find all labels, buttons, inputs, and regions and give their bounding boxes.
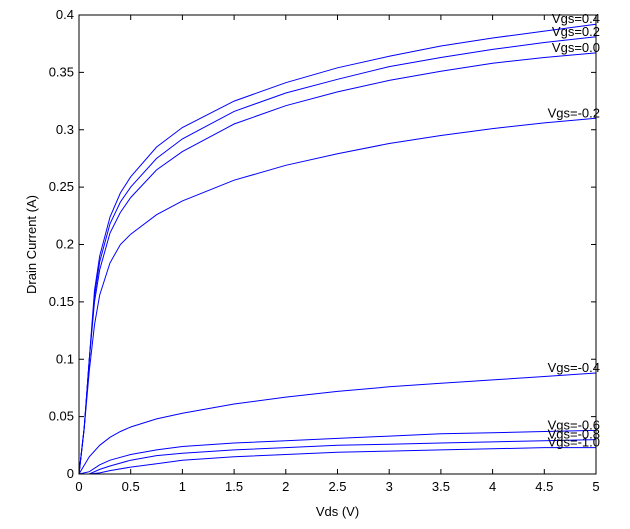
y-tick-label: 0 — [67, 466, 74, 481]
curve-line — [78, 52, 597, 475]
y-axis-label: Drain Current (A) — [24, 195, 39, 294]
curve-line — [78, 429, 597, 475]
y-tick-label: 0.4 — [56, 7, 74, 22]
y-tick-label: 0.05 — [49, 409, 74, 424]
y-tick-label: 0.2 — [56, 237, 74, 252]
x-axis-label: Vds (V) — [316, 504, 359, 519]
curve-group — [78, 23, 597, 475]
y-tick-label: 0.3 — [56, 122, 74, 137]
x-tick-label: 1 — [179, 479, 186, 494]
x-tick-label: 0.5 — [122, 479, 140, 494]
curve-line — [78, 36, 597, 475]
curve-label: Vgs=-0.2 — [548, 105, 600, 120]
x-tick-label: 4.5 — [535, 479, 553, 494]
x-tick-label: 5 — [592, 479, 599, 494]
y-tick-label: 0.25 — [49, 179, 74, 194]
plot-frame — [78, 14, 597, 475]
x-tick-label: 1.5 — [225, 479, 243, 494]
curve-label: Vgs=0.0 — [552, 40, 600, 55]
x-tick-label: 3.5 — [432, 479, 450, 494]
curve-label: Vgs=0.4 — [552, 11, 600, 26]
y-tick-label: 0.35 — [49, 64, 74, 79]
curve-line — [79, 439, 597, 475]
x-tick-label: 3 — [386, 479, 393, 494]
curve-label: Vgs=-0.8 — [548, 427, 600, 442]
curve-line — [78, 117, 597, 475]
curve-label: Vgs=-0.6 — [548, 417, 600, 432]
curve-line — [79, 447, 596, 475]
x-tick-label: 2.5 — [328, 479, 346, 494]
y-tick-label: 0.1 — [56, 351, 74, 366]
curve-label: Vgs=-1.0 — [548, 435, 600, 450]
x-tick-label: 2 — [282, 479, 289, 494]
curve-line — [78, 372, 597, 475]
y-axis: 0 0.05 0.1 0.15 0.2 0.25 0.3 0.35 0.4 — [49, 7, 596, 481]
x-axis: 0 0.5 1 1.5 2 2.5 3 3.5 4 4.5 5 — [75, 15, 600, 494]
x-tick-label: 0 — [75, 479, 82, 494]
curve-label: Vgs=0.2 — [552, 24, 600, 39]
curve-label: Vgs=-0.4 — [548, 360, 600, 375]
x-tick-label: 4 — [489, 479, 496, 494]
y-tick-label: 0.15 — [49, 294, 74, 309]
